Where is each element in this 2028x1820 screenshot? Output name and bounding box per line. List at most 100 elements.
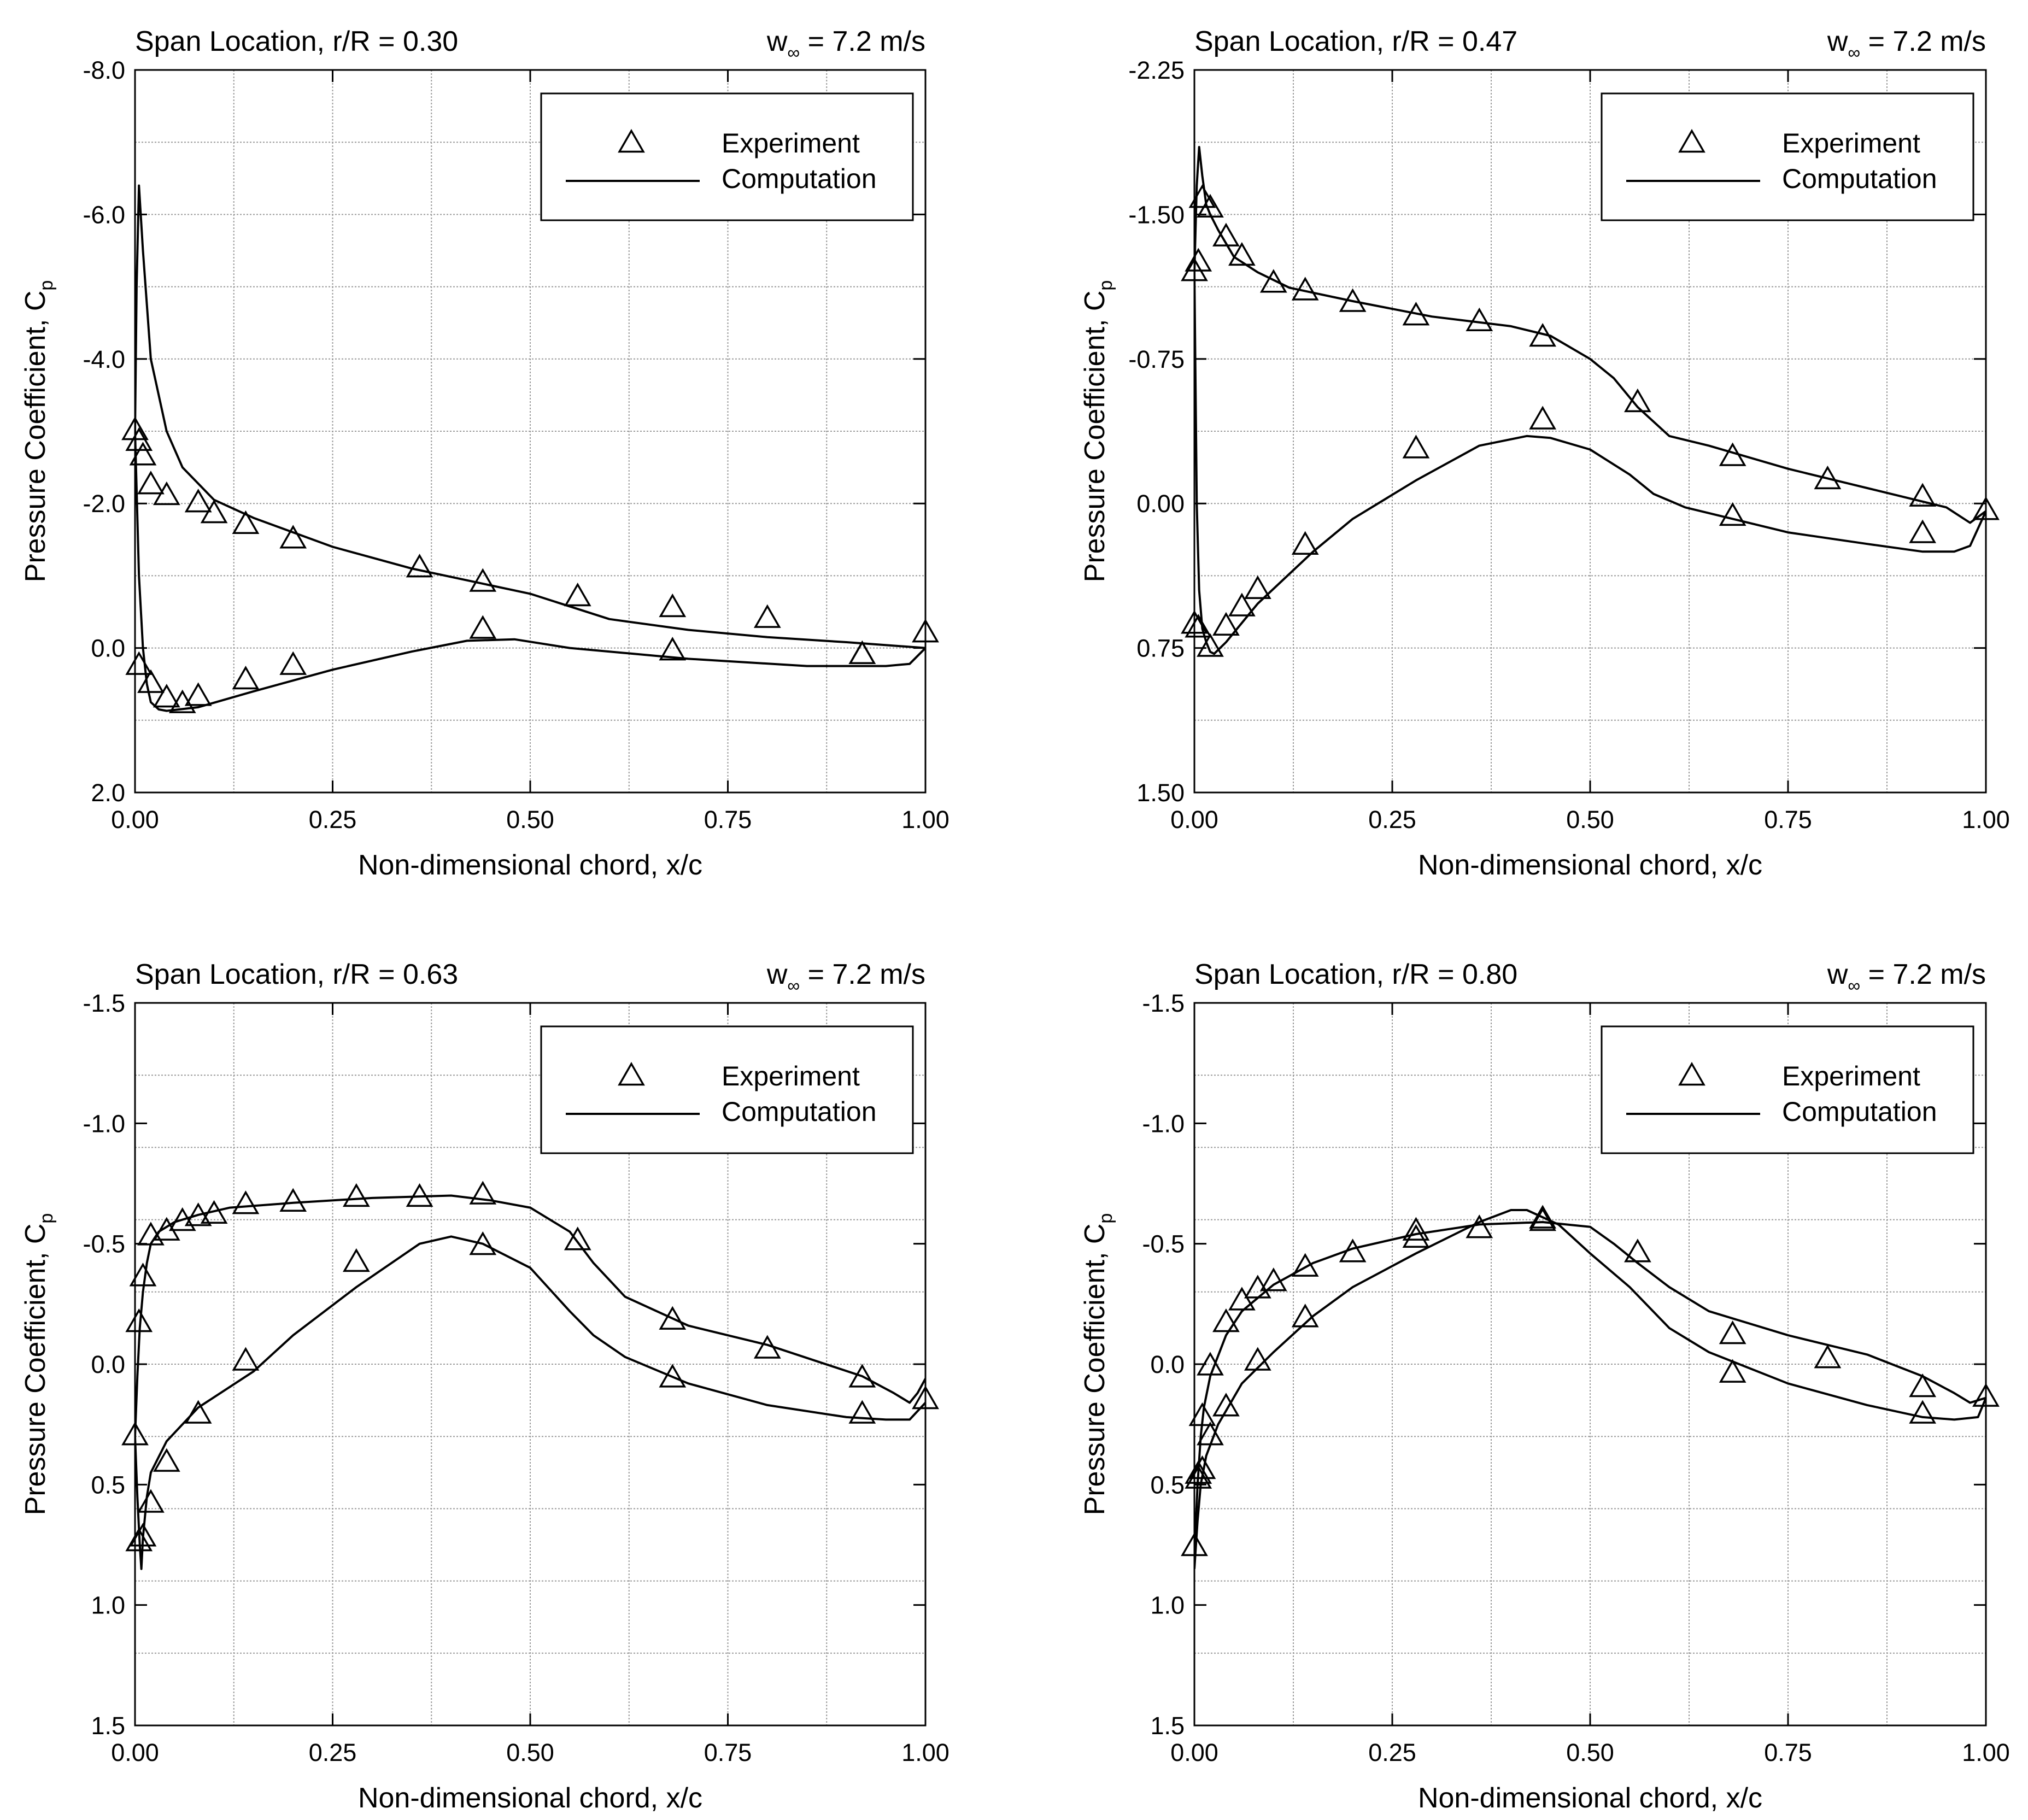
- experiment-point: [232, 1347, 260, 1371]
- experiment-point: [1402, 435, 1430, 459]
- computation-line: [1194, 1209, 1986, 1569]
- y-tick-label: 0.0: [91, 1351, 125, 1378]
- y-tick-label: 0.75: [1136, 635, 1185, 662]
- experiment-point: [1244, 575, 1271, 600]
- experiment-point: [1719, 1359, 1746, 1383]
- experiment-point: [1909, 1400, 1937, 1424]
- legend-triangle-icon: [1678, 1061, 1705, 1086]
- chart-panel-1: 0.00 0.25 0.50 0.75 1.00 -8.0 -6.0 -4.0 -2.0 0.0 2…: [20, 26, 949, 881]
- experiment-point: [469, 1231, 497, 1255]
- experiment-point: [232, 666, 260, 690]
- experiment-point: [1212, 1308, 1240, 1332]
- chart-title: Span Location, r/R = 0.80: [1194, 959, 1517, 990]
- experiment-point: [1212, 612, 1240, 636]
- chart-panel-2: 0.00 0.25 0.50 0.75 1.00 -2.25 -1.50 -0.75 0.00 0…: [1079, 26, 2010, 881]
- chart-panel-3: 0.00 0.25 0.50 0.75 1.00 -1.5 -1.0 -0.5 0.0 0.5 1.…: [20, 959, 949, 1814]
- gridlines: [1194, 1003, 1986, 1725]
- legend-box: [540, 1025, 914, 1154]
- y-axis-label: Pressure Coefficient, Cp: [20, 280, 57, 583]
- y-tick-label: -2.0: [83, 490, 125, 518]
- y-tick-label: -1.0: [83, 1109, 125, 1137]
- experiment-point: [184, 1400, 212, 1424]
- x-tick-label: 0.75: [704, 1739, 752, 1766]
- y-tick-label: 1.0: [1150, 1592, 1185, 1619]
- experiment-point: [848, 1364, 876, 1388]
- experiment-point: [1719, 502, 1746, 526]
- x-tick-label: 0.75: [1764, 806, 1812, 833]
- legend: Experiment Computation: [540, 1025, 914, 1154]
- y-tick-label: -0.5: [83, 1230, 125, 1258]
- x-axis-label: Non-dimensional chord, x/c: [358, 849, 702, 881]
- x-tick-label: 0.75: [704, 806, 752, 833]
- y-tick-label: -1.5: [83, 989, 125, 1017]
- computation-line: [1194, 146, 1986, 524]
- y-tick-label: 0.5: [91, 1471, 125, 1499]
- experiment-point: [848, 640, 876, 665]
- computation-line: [1194, 1221, 1986, 1557]
- experiment-point: [1909, 483, 1937, 507]
- legend-triangle-icon: [618, 128, 645, 153]
- legend-triangle-icon: [618, 1061, 645, 1086]
- x-tick-label: 0.50: [506, 806, 554, 833]
- experiment-point: [232, 510, 260, 535]
- experiment-point: [564, 1226, 591, 1250]
- y-tick-label: 1.0: [91, 1592, 125, 1619]
- experiment-point: [1624, 1238, 1651, 1263]
- computation-line: [135, 184, 925, 649]
- y-tick-label: 2.0: [91, 779, 125, 807]
- x-tick-label: 0.25: [1368, 1739, 1416, 1766]
- experiment-point: [153, 684, 180, 708]
- chart-subtitle: w∞ = 7.2 m/s: [1827, 959, 1986, 995]
- x-tick-label: 1.00: [901, 1739, 949, 1766]
- experiment-point: [1291, 1304, 1319, 1328]
- experiment-point: [1197, 633, 1224, 657]
- experiment-point: [200, 499, 228, 524]
- experiment-point: [137, 471, 165, 495]
- y-tick-label: -0.5: [1142, 1230, 1185, 1258]
- y-axis-label: Pressure Coefficient, Cp: [1079, 1213, 1116, 1516]
- chart-subtitle: w∞ = 7.2 m/s: [766, 959, 925, 995]
- experiment-point: [153, 481, 180, 506]
- x-tick-label: 0.00: [111, 1739, 159, 1766]
- y-tick-label: 0.00: [1136, 490, 1185, 518]
- y-tick-label: 1.50: [1136, 779, 1185, 807]
- experiment-point: [279, 651, 307, 675]
- legend: Experiment Computation: [540, 92, 914, 221]
- x-tick-label: 0.50: [506, 1739, 554, 1766]
- y-tick-label: -0.75: [1128, 345, 1185, 373]
- legend-box: [540, 92, 914, 221]
- legend-experiment-label: Experiment: [1782, 1061, 1920, 1091]
- chart-title: Span Location, r/R = 0.30: [135, 26, 458, 57]
- x-axis-label: Non-dimensional chord, x/c: [1418, 849, 1762, 881]
- x-tick-label: 0.25: [309, 806, 357, 833]
- experiment-point: [184, 682, 212, 706]
- legend-box: [1601, 92, 1974, 221]
- experiment-point: [137, 1489, 165, 1513]
- experiment-point: [1972, 1383, 2000, 1407]
- x-axis-label: Non-dimensional chord, x/c: [358, 1782, 702, 1814]
- y-tick-label: -1.0: [1142, 1109, 1185, 1137]
- experiment-point: [1181, 610, 1208, 634]
- chart-title: Span Location, r/R = 0.63: [135, 959, 458, 990]
- experiment-point: [279, 525, 307, 549]
- y-tick-label: 0.0: [91, 635, 125, 662]
- experiment-point: [137, 669, 165, 693]
- x-tick-label: 0.50: [1566, 1739, 1614, 1766]
- experiment-point: [184, 489, 212, 513]
- legend-experiment-label: Experiment: [722, 1061, 860, 1091]
- experiment-point: [232, 1190, 260, 1214]
- experiment-point: [469, 1181, 497, 1205]
- experiment-point: [137, 1222, 165, 1246]
- experiment-point: [279, 1188, 307, 1212]
- x-tick-label: 0.50: [1566, 806, 1614, 833]
- experiment-point: [406, 554, 433, 578]
- x-tick-label: 0.00: [1170, 1739, 1218, 1766]
- legend-computation-label: Computation: [1782, 163, 1937, 194]
- legend-experiment-label: Experiment: [722, 128, 860, 158]
- computation-line: [135, 1194, 925, 1437]
- y-tick-label: -8.0: [83, 56, 125, 84]
- experiment-point: [1466, 1214, 1493, 1238]
- experiment-point: [659, 1364, 687, 1388]
- experiment-point: [659, 1306, 687, 1330]
